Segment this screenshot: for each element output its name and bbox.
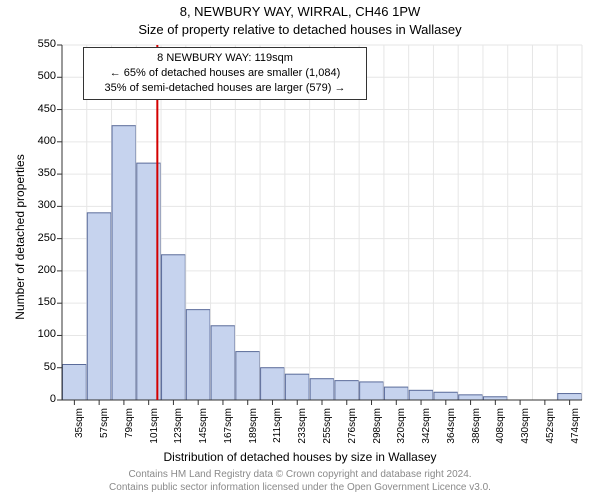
x-tick-label: 452sqm: [545, 408, 556, 448]
y-tick-label: 100: [28, 328, 56, 340]
y-tick-label: 150: [28, 296, 56, 308]
x-tick-label: 123sqm: [173, 408, 184, 448]
x-tick-label: 364sqm: [446, 408, 457, 448]
x-tick-label: 35sqm: [74, 408, 85, 448]
x-tick-label: 79sqm: [124, 408, 135, 448]
x-tick-label: 474sqm: [570, 408, 581, 448]
y-tick-label: 500: [28, 70, 56, 82]
y-tick-label: 0: [28, 393, 56, 405]
x-tick-label: 408sqm: [495, 408, 506, 448]
y-tick-label: 400: [28, 135, 56, 147]
x-tick-label: 255sqm: [322, 408, 333, 448]
x-tick-label: 167sqm: [223, 408, 234, 448]
y-tick-label: 450: [28, 103, 56, 115]
x-tick-label: 233sqm: [297, 408, 308, 448]
infobox-line3: 35% of semi-detached houses are larger (…: [90, 81, 360, 96]
x-tick-label: 430sqm: [520, 408, 531, 448]
y-tick-label: 50: [28, 361, 56, 373]
x-tick-label: 298sqm: [372, 408, 383, 448]
infobox-line1: 8 NEWBURY WAY: 119sqm: [90, 51, 360, 66]
x-tick-label: 386sqm: [471, 408, 482, 448]
x-tick-label: 211sqm: [272, 408, 283, 448]
x-tick-label: 145sqm: [198, 408, 209, 448]
x-tick-label: 320sqm: [396, 408, 407, 448]
y-tick-label: 350: [28, 167, 56, 179]
y-tick-label: 300: [28, 199, 56, 211]
infobox-line2: ← 65% of detached houses are smaller (1,…: [90, 66, 360, 81]
footer-line2: Contains public sector information licen…: [0, 481, 600, 494]
x-tick-label: 276sqm: [347, 408, 358, 448]
footer-attribution: Contains HM Land Registry data © Crown c…: [0, 468, 600, 494]
footer-line1: Contains HM Land Registry data © Crown c…: [0, 468, 600, 481]
y-tick-label: 250: [28, 232, 56, 244]
x-tick-label: 57sqm: [99, 408, 110, 448]
property-info-box: 8 NEWBURY WAY: 119sqm ← 65% of detached …: [83, 47, 367, 100]
x-tick-label: 189sqm: [248, 408, 259, 448]
y-tick-label: 550: [28, 38, 56, 50]
x-tick-label: 101sqm: [149, 408, 160, 448]
x-tick-label: 342sqm: [421, 408, 432, 448]
y-tick-label: 200: [28, 264, 56, 276]
